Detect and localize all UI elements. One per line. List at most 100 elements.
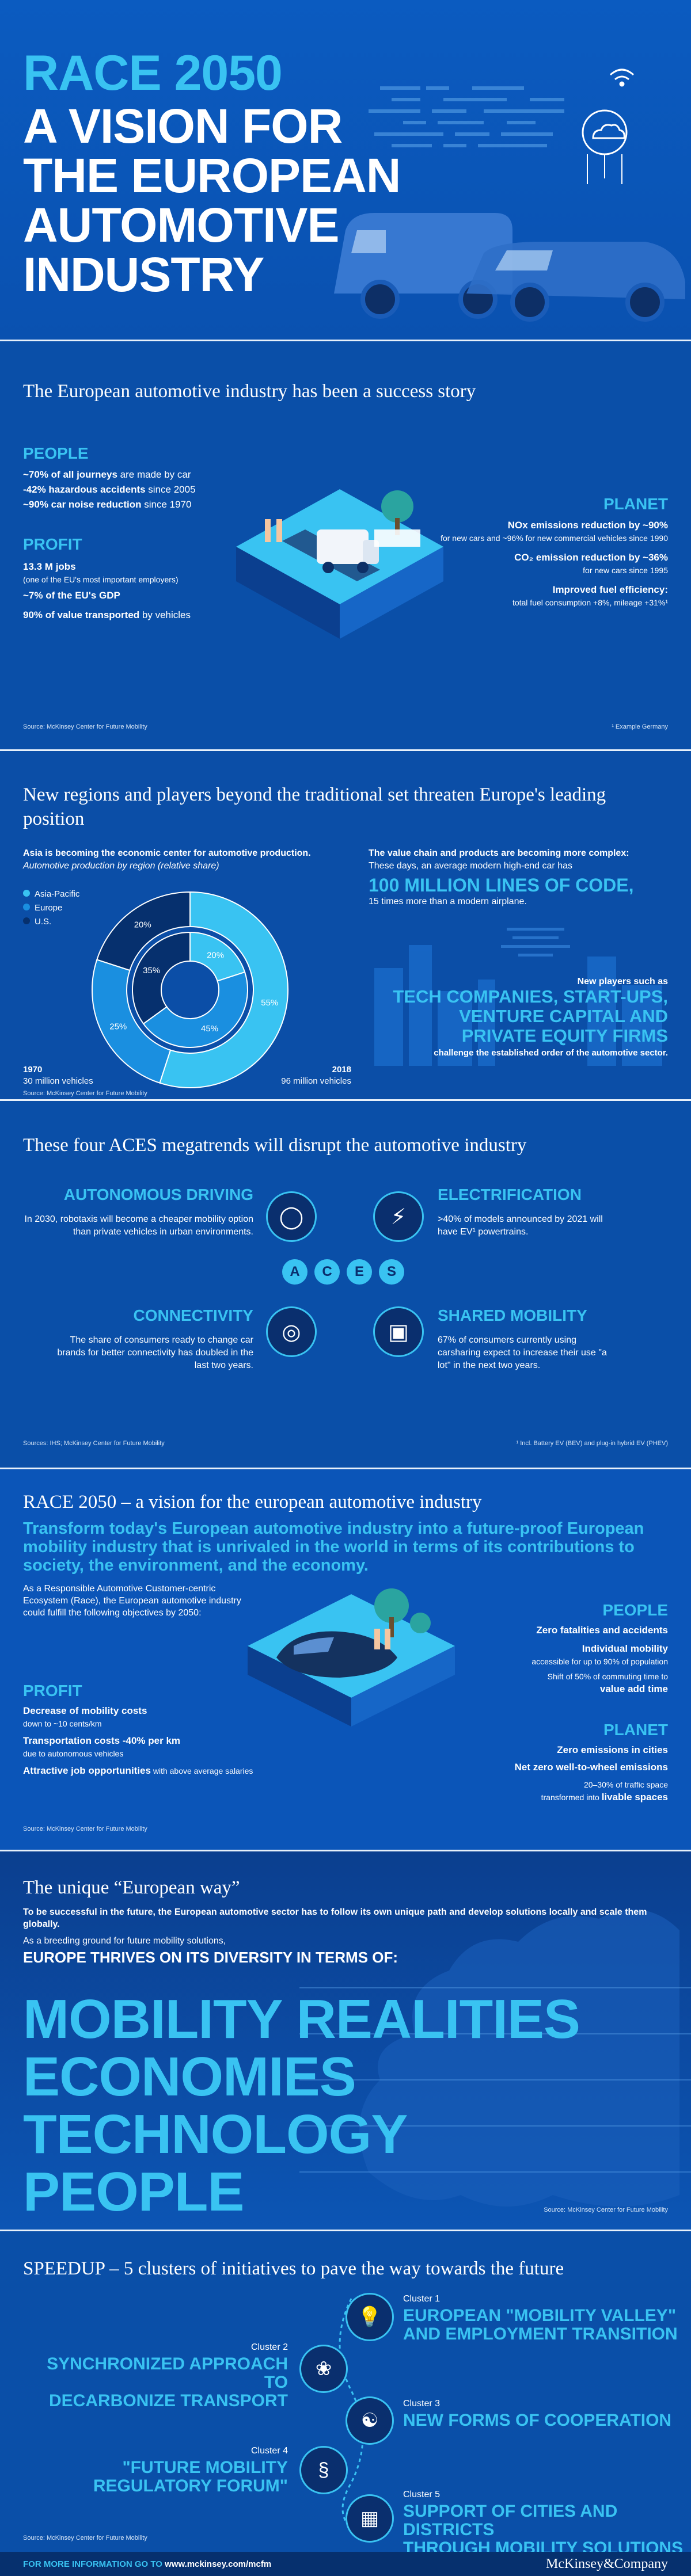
electrification-title: ELECTRIFICATION: [438, 1186, 582, 1203]
cluster-title-line: THROUGH MOBILITY SOLUTIONS: [403, 2539, 684, 2552]
donut-slice-2018-u-s-: [96, 891, 191, 971]
complexity-text: These days, an average modern high-end c…: [369, 861, 572, 871]
speedup-section: SPEEDUP – 5 clusters of initiatives to p…: [0, 2230, 691, 2552]
cluster-5-title: SUPPORT OF CITIES AND DISTRICTS THROUGH M…: [403, 2502, 691, 2552]
objective: Attractive job opportunities: [23, 1765, 151, 1776]
donut-value-label: 55%: [261, 998, 278, 1008]
volume: 30 million vehicles: [23, 1076, 93, 1086]
footer-link[interactable]: www.mckinsey.com/mcfm: [165, 2559, 272, 2569]
volume: 96 million vehicles: [281, 1076, 351, 1086]
source-note: Source: McKinsey Center for Future Mobil…: [544, 2207, 668, 2213]
section-divider: [0, 1468, 691, 1469]
donut-value-label: 45%: [201, 1024, 218, 1034]
footnote: ¹ Example Germany: [612, 723, 668, 730]
vehicles-illustration: [334, 213, 685, 322]
legend-item: Europe: [23, 901, 79, 915]
section-divider: [0, 1850, 691, 1851]
cluster-4-title: "FUTURE MOBILITY REGULATORY FORUM": [23, 2459, 288, 2495]
donut-slice-1970-europe: [142, 971, 248, 1048]
footer: FOR MORE INFORMATION GO TO www.mckinsey.…: [0, 2552, 691, 2576]
chart-legend: Asia-Pacific Europe U.S.: [23, 887, 79, 929]
aces-section: These four ACES megatrends will disrupt …: [0, 1099, 691, 1468]
year-1970-label: 1970 30 million vehicles: [23, 1064, 93, 1087]
legend-item: U.S.: [23, 915, 79, 929]
diversity-technology: TECHNOLOGY: [23, 2104, 408, 2165]
source-note: Source: McKinsey Center for Future Mobil…: [23, 1826, 147, 1832]
europe-map-graphic: [299, 1910, 691, 2207]
stat-text: (one of the EU's most important employer…: [23, 575, 179, 584]
objective-detail: transformed into: [541, 1793, 602, 1802]
wifi-icon: [609, 68, 635, 87]
electric-plug-icon: ⚡: [373, 1191, 424, 1242]
connectivity-title: CONNECTIVITY: [133, 1306, 253, 1324]
stat-value: 13.3 M jobs: [23, 561, 76, 572]
isometric-city-illustration: [248, 1588, 455, 1727]
objective: Transportation costs -40% per km: [23, 1735, 181, 1746]
aces-letter-a: A: [282, 1259, 307, 1285]
objective: livable spaces: [601, 1792, 668, 1803]
objective: value add time: [599, 1683, 668, 1694]
cluster-title-line: "FUTURE MOBILITY: [122, 2458, 288, 2477]
section-heading: SPEEDUP – 5 clusters of initiatives to p…: [23, 2258, 564, 2279]
players-highlight: TECH COMPANIES, START-UPS,: [393, 986, 668, 1007]
race-subheading: Transform today's European automotive in…: [23, 1519, 644, 1575]
city-skyline-graphic: [374, 928, 662, 1066]
european-way-section: The unique “European way” To be successf…: [0, 1850, 691, 2230]
year-2018-label: 2018 96 million vehicles: [271, 1064, 351, 1087]
cluster-title-line: DECARBONIZE TRANSPORT: [48, 2391, 288, 2410]
footnote: ¹ Incl. Battery EV (BEV) and plug-in hyb…: [516, 1440, 669, 1447]
code-lines-highlight: 100 MILLION LINES OF CODE,: [369, 875, 634, 895]
hero-section: RACE 2050 A VISION FOR THE EUROPEAN AUTO…: [0, 0, 691, 340]
stat-value: Improved fuel efficiency:: [552, 584, 668, 595]
stat-value: -42% hazardous accidents: [23, 484, 146, 495]
profit-title: PROFIT: [23, 535, 82, 553]
aces-letter-c: C: [314, 1259, 340, 1285]
digital-grid-graphic: [369, 68, 635, 184]
source-note: Source: McKinsey Center for Future Mobil…: [23, 723, 147, 730]
stat-value: ~70% of all journeys: [23, 469, 117, 480]
section-divider: [0, 2230, 691, 2231]
aces-letter-s: S: [379, 1259, 404, 1285]
people-title: PEOPLE: [23, 444, 89, 462]
donut-slice-1970-u-s-: [132, 931, 191, 1025]
cluster-title-line: EUROPEAN "MOBILITY VALLEY": [403, 2306, 677, 2325]
race-intro: As a Responsible Automotive Customer-cen…: [23, 1584, 241, 1618]
section-heading: The unique “European way”: [23, 1877, 240, 1898]
euroway-intro: To be successful in the future, the Euro…: [23, 1907, 647, 1929]
footer-info: FOR MORE INFORMATION GO TO www.mckinsey.…: [23, 2559, 271, 2569]
objective-detail: 20–30% of traffic space: [583, 1780, 668, 1789]
production-donut-chart: 20% 45% 35% 55% 25% 20%: [92, 891, 288, 1088]
hero-title-race: RACE 2050: [23, 45, 283, 101]
lightbulb-icon: 💡: [346, 2293, 394, 2341]
stat-text: for new cars since 1995: [583, 566, 668, 575]
stat-value: ~7% of the EU's GDP: [23, 590, 120, 601]
stat-value: ~90% car noise reduction: [23, 499, 142, 510]
objective-detail: due to autonomous vehicles: [23, 1749, 124, 1758]
year: 1970: [23, 1065, 43, 1074]
section-heading: RACE 2050 – a vision for the european au…: [23, 1492, 482, 1512]
asia-statement: Asia is becoming the economic center for…: [23, 848, 311, 858]
footer-info-text: FOR MORE INFORMATION GO TO: [23, 2559, 165, 2569]
diversity-economies: ECONOMIES: [23, 2046, 356, 2108]
cluster-3-label: Cluster 3: [403, 2399, 441, 2409]
planet-stats: NOx emissions reduction by ~90% for new …: [420, 518, 668, 608]
cluster-connector-line: [339, 2298, 364, 2530]
donut-slice-2018-europe: [92, 959, 172, 1084]
success-story-section: The European automotive industry has bee…: [0, 340, 691, 749]
players-intro: New players such as: [577, 977, 668, 986]
legend-label: Asia-Pacific: [35, 889, 80, 899]
stat-value: 90% of value transported: [23, 609, 140, 620]
players-conclusion: challenge the established order of the a…: [434, 1048, 668, 1058]
euroway-lead: As a breeding ground for future mobility…: [23, 1936, 226, 1946]
donut-slice-1970-asia-pacific: [189, 931, 246, 982]
connectivity-text: The share of consumers ready to change c…: [57, 1335, 253, 1370]
donut-value-label: 20%: [207, 950, 224, 960]
stat-text: total fuel consumption +8%, mileage +31%…: [512, 598, 668, 607]
players-highlight: PRIVATE EQUITY FIRMS: [461, 1026, 668, 1046]
section-divider: [0, 340, 691, 341]
autonomous-text: In 2030, robotaxis will become a cheaper…: [24, 1214, 253, 1237]
objective: Net zero well-to-wheel emissions: [514, 1762, 668, 1773]
diversity-mobility-realities: MOBILITY REALITIES: [23, 1988, 580, 2050]
handshake-icon: ☯: [346, 2396, 394, 2445]
cluster-2-label: Cluster 2: [250, 2342, 288, 2352]
